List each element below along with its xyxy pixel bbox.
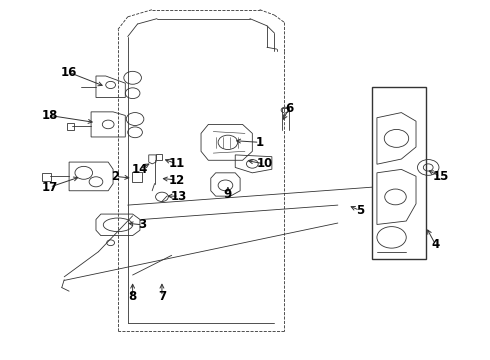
Text: 7: 7 bbox=[158, 290, 166, 303]
Text: 11: 11 bbox=[169, 157, 185, 170]
Text: 3: 3 bbox=[138, 218, 147, 231]
Text: 14: 14 bbox=[132, 163, 148, 176]
Text: 16: 16 bbox=[61, 66, 77, 79]
Text: 17: 17 bbox=[42, 181, 58, 194]
Text: 18: 18 bbox=[41, 109, 58, 122]
Bar bbox=[67, 123, 74, 130]
Text: 2: 2 bbox=[111, 170, 120, 183]
Text: 5: 5 bbox=[356, 204, 364, 217]
Text: 4: 4 bbox=[431, 238, 440, 251]
Text: 8: 8 bbox=[128, 290, 137, 303]
Text: 12: 12 bbox=[169, 174, 185, 186]
Text: 1: 1 bbox=[256, 136, 264, 149]
Text: 10: 10 bbox=[256, 157, 272, 170]
Bar bbox=[372, 87, 426, 259]
Bar bbox=[156, 154, 162, 160]
Text: 15: 15 bbox=[432, 170, 449, 183]
Bar bbox=[42, 173, 51, 181]
Bar bbox=[132, 172, 143, 182]
Text: 13: 13 bbox=[171, 190, 187, 203]
Text: 6: 6 bbox=[285, 102, 293, 115]
Text: 9: 9 bbox=[224, 188, 232, 201]
